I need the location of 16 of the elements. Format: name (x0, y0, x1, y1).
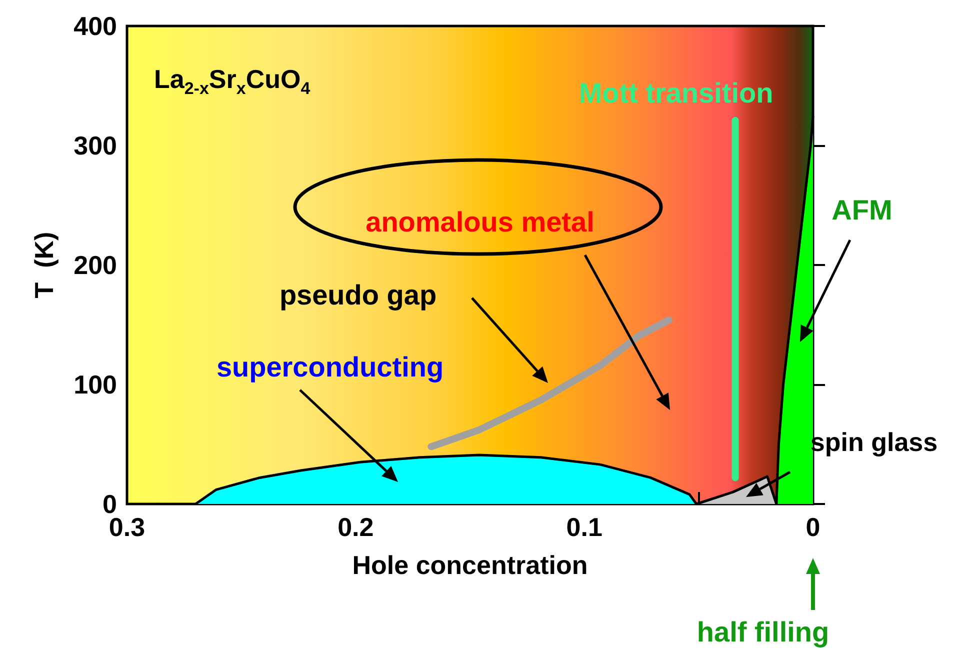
text: AFM (832, 194, 892, 226)
y-tick-label: 100 (74, 370, 117, 400)
x-tick-label: 0.1 (566, 512, 602, 542)
annotation: pseudo gap (279, 280, 437, 310)
y-tick-label: 400 (74, 11, 117, 41)
x-axis-title: Hole concentration (352, 550, 588, 580)
annotation: Mott transition (578, 78, 774, 108)
y-tick-label: 300 (74, 130, 117, 160)
x-tick-label: 0.2 (338, 512, 374, 542)
y-axis-title: T (K) (29, 232, 59, 298)
annotation: superconducting (216, 352, 444, 382)
annotation: anomalous metal (366, 206, 594, 238)
text: half filling (696, 616, 830, 648)
x-tick-label: 0 (806, 512, 820, 542)
text: La$_{2-x}$Sr$_{x}$CuO$_{4}$ (154, 64, 310, 100)
y-tick-label: 200 (74, 250, 117, 280)
